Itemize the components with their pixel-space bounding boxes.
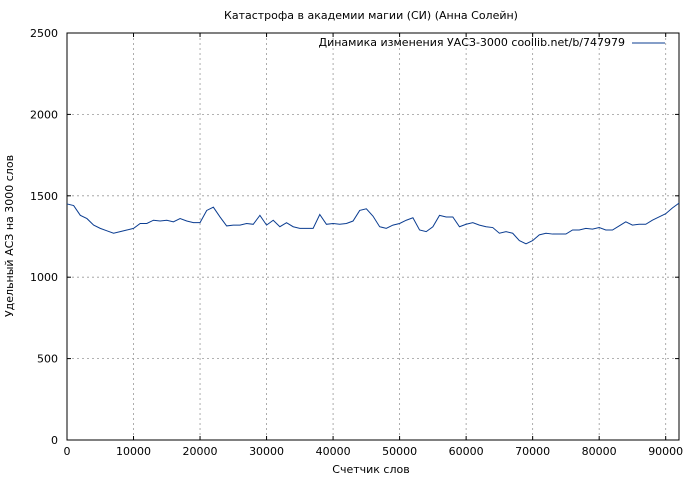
grid-layer (67, 33, 679, 440)
y-tick-label: 1500 (30, 190, 58, 203)
x-tick-label: 20000 (183, 445, 218, 458)
ticks-layer: 0 10000 20000 30000 40000 50000 60000 70000 8000… (30, 27, 683, 458)
x-axis-label: Счетчик слов (332, 463, 409, 476)
series-layer (66, 202, 680, 245)
x-tick-label: 30000 (249, 445, 284, 458)
y-tick-label: 2000 (30, 108, 58, 121)
legend: Динамика изменения УАСЗ-3000 coollib.net… (319, 36, 665, 49)
x-tick-label: 50000 (382, 445, 417, 458)
y-tick-label: 500 (37, 353, 58, 366)
x-tick-label: 10000 (116, 445, 151, 458)
y-tick-label: 0 (51, 434, 58, 447)
y-tick-label: 1000 (30, 271, 58, 284)
legend-label: Динамика изменения УАСЗ-3000 coollib.net… (319, 36, 626, 49)
chart-title: Катастрофа в академии магии (СИ) (Анна С… (224, 9, 518, 22)
x-tick-label: 80000 (582, 445, 617, 458)
y-axis-label: Удельный АСЗ на 3000 слов (3, 155, 16, 317)
x-tick-label: 60000 (449, 445, 484, 458)
x-tick-label: 90000 (648, 445, 683, 458)
series-line (66, 202, 680, 245)
x-tick-label: 0 (64, 445, 71, 458)
x-tick-label: 40000 (316, 445, 351, 458)
plot-frame (66, 32, 680, 441)
x-tick-label: 70000 (515, 445, 550, 458)
y-tick-label: 2500 (30, 27, 58, 40)
